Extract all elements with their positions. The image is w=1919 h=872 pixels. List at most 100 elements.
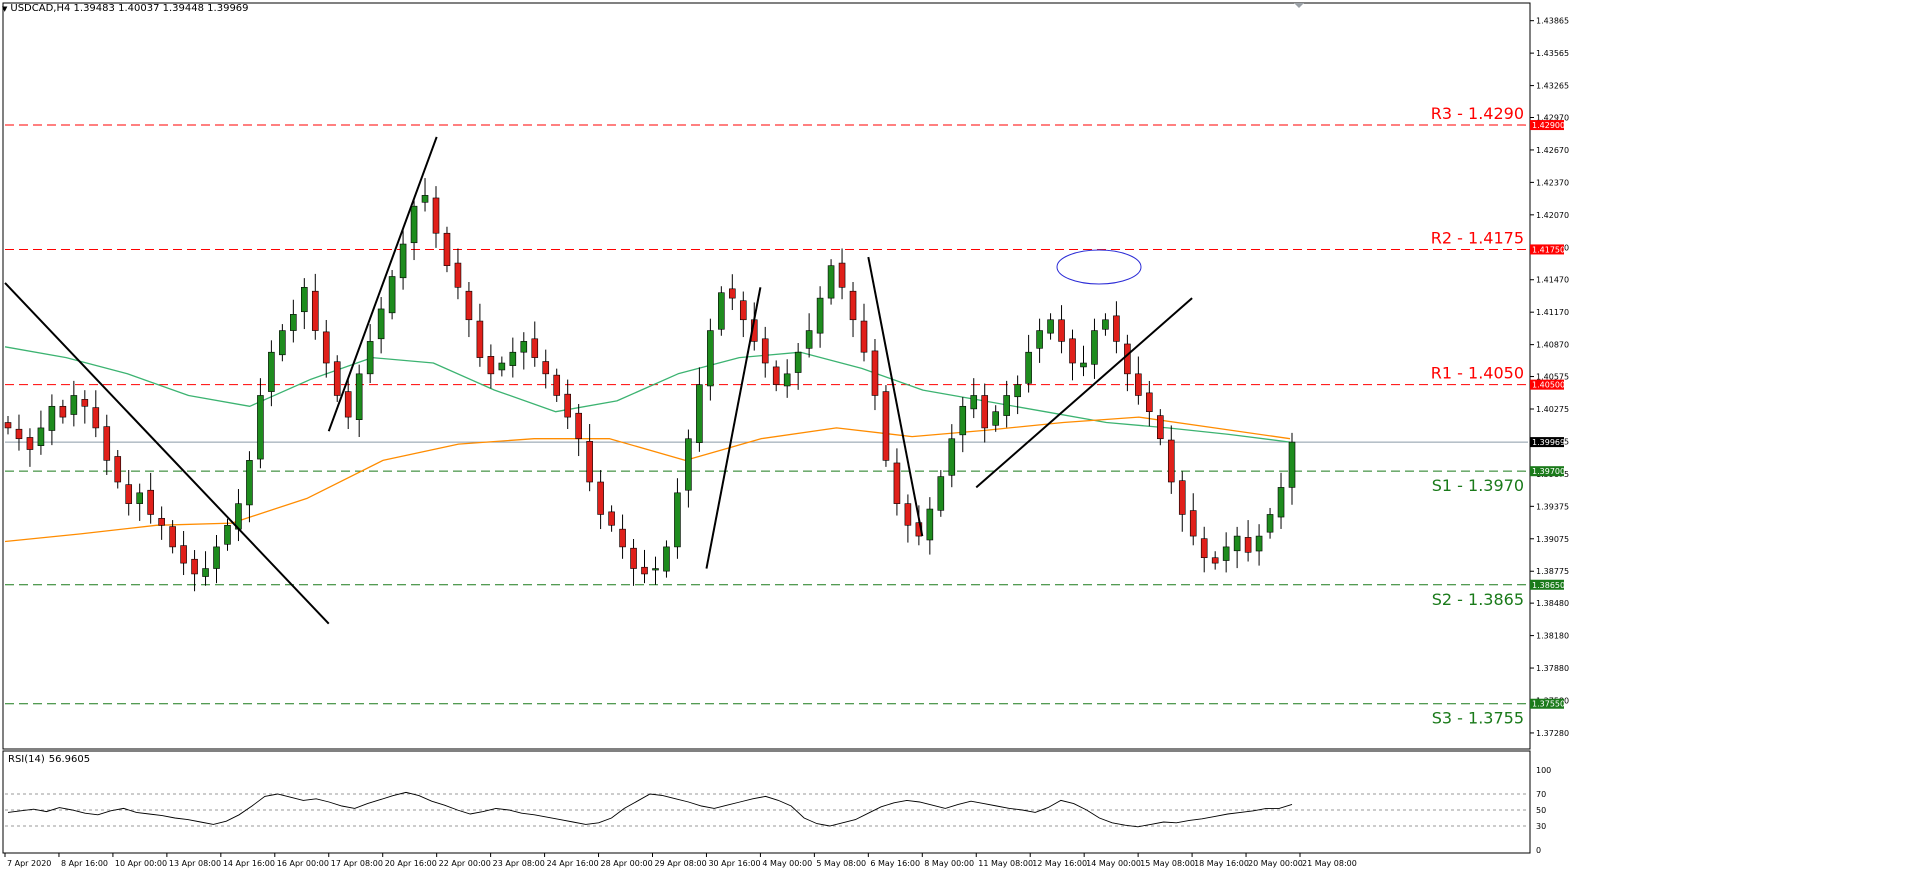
price-tick-label: 1.40575 xyxy=(1536,373,1569,382)
time-tick-label: 8 Apr 16:00 xyxy=(61,859,108,868)
candle xyxy=(1288,432,1296,505)
candle xyxy=(1244,520,1252,562)
candle xyxy=(564,379,571,429)
level-price-tag xyxy=(1530,120,1564,131)
level-price-tag-text: 1.40500 xyxy=(1532,381,1565,390)
symbol-header: ▼ USDCAD,H4 1.39483 1.40037 1.39448 1.399… xyxy=(2,3,249,14)
candle xyxy=(37,410,45,455)
candle xyxy=(26,428,34,467)
candle xyxy=(1003,380,1010,428)
candle xyxy=(301,278,308,330)
bull-candle-body xyxy=(388,276,396,314)
time-tick-label: 8 May 00:00 xyxy=(924,859,974,868)
bear-candle-body xyxy=(981,395,989,429)
bear-candle-body xyxy=(333,361,341,396)
price-tick-label: 1.42970 xyxy=(1536,113,1569,122)
bull-candle-body xyxy=(1014,384,1021,398)
level-price-tag-text: 1.38650 xyxy=(1532,581,1565,590)
bear-candle-body xyxy=(882,391,890,461)
candle xyxy=(1080,345,1087,377)
time-tick-label: 23 Apr 08:00 xyxy=(493,859,545,868)
bear-candle-body xyxy=(322,331,330,364)
ma-200-line xyxy=(4,416,1291,543)
level-price-tag-text: 1.41750 xyxy=(1532,245,1565,254)
candle xyxy=(959,397,967,453)
candle xyxy=(377,297,385,354)
candle xyxy=(290,299,297,343)
bear-candle-body xyxy=(92,407,100,429)
candle xyxy=(531,321,539,367)
bull-candle-body xyxy=(70,395,78,415)
candle xyxy=(761,326,769,378)
bear-candle-body xyxy=(169,526,176,548)
bear-candle-body xyxy=(147,489,154,515)
candle xyxy=(366,324,374,384)
bear-candle-body xyxy=(1167,439,1175,483)
candle xyxy=(1124,334,1131,392)
bear-candle-body xyxy=(586,441,593,483)
bear-candle-body xyxy=(465,290,473,321)
bear-candle-body xyxy=(344,391,352,418)
candle xyxy=(476,303,484,367)
bull-candle-body xyxy=(1233,535,1241,552)
candle xyxy=(1135,356,1142,405)
candle xyxy=(388,270,396,320)
trend-line xyxy=(327,136,438,432)
bear-candle-body xyxy=(575,412,582,440)
candle xyxy=(1091,318,1098,379)
time-tick-label: 13 Apr 08:00 xyxy=(169,859,221,868)
bull-candle-body xyxy=(301,287,308,313)
candle xyxy=(663,540,670,578)
bear-candle-body xyxy=(311,290,319,331)
candle xyxy=(213,535,220,584)
candle xyxy=(685,429,692,508)
time-tick-label: 28 Apr 00:00 xyxy=(601,859,653,868)
time-tick-label: 14 May 00:00 xyxy=(1086,859,1141,868)
time-tick-label: 7 Apr 2020 xyxy=(7,859,51,868)
candle xyxy=(926,497,934,555)
collapse-triangle-icon[interactable]: ▼ xyxy=(2,5,8,13)
price-tick-label: 1.38180 xyxy=(1536,632,1569,641)
bull-candle-body xyxy=(1047,319,1054,334)
candle xyxy=(805,313,813,358)
price-tick-label: 1.41470 xyxy=(1536,276,1569,285)
bull-candle-body xyxy=(827,265,835,299)
bear-candle-body xyxy=(1124,343,1131,375)
candle xyxy=(268,340,275,407)
candle xyxy=(992,405,999,432)
level-price-tag-text: 1.37550 xyxy=(1532,700,1565,709)
candle xyxy=(893,448,901,516)
price-tick-label: 1.43865 xyxy=(1536,17,1569,26)
bull-candle-body xyxy=(816,297,824,334)
bear-candle-body xyxy=(838,262,846,288)
ma-100-line xyxy=(4,346,1291,443)
bull-candle-body xyxy=(674,492,681,548)
candle xyxy=(652,556,659,585)
bear-candle-body xyxy=(1069,338,1076,364)
time-tick-label: 5 May 08:00 xyxy=(816,859,866,868)
candle xyxy=(619,514,626,559)
bull-candle-body xyxy=(268,351,275,392)
time-tick-label: 15 May 08:00 xyxy=(1140,859,1195,868)
rsi-panel-frame xyxy=(2,750,1531,854)
candle xyxy=(509,337,517,378)
bull-candle-body xyxy=(970,395,978,410)
price-tick-label: 1.38775 xyxy=(1536,567,1569,576)
bear-candle-body xyxy=(191,558,198,575)
candle xyxy=(1102,313,1109,336)
level-label-s1: S1 - 1.3970 xyxy=(1432,476,1524,495)
price-tick-label: 1.37880 xyxy=(1536,664,1569,673)
candle xyxy=(202,551,209,586)
bear-candle-body xyxy=(564,393,571,418)
candle xyxy=(443,226,451,273)
bear-candle-body xyxy=(1157,415,1164,440)
candle xyxy=(169,520,176,554)
bull-candle-body xyxy=(948,438,956,476)
bull-candle-body xyxy=(959,405,967,436)
scroll-marker-icon[interactable] xyxy=(1294,3,1304,8)
bull-candle-body xyxy=(1266,514,1274,533)
rsi-indicator: 100 70 50 30 0 xyxy=(5,766,1551,855)
bull-candle-body xyxy=(1288,441,1296,488)
bear-candle-body xyxy=(1244,537,1252,553)
